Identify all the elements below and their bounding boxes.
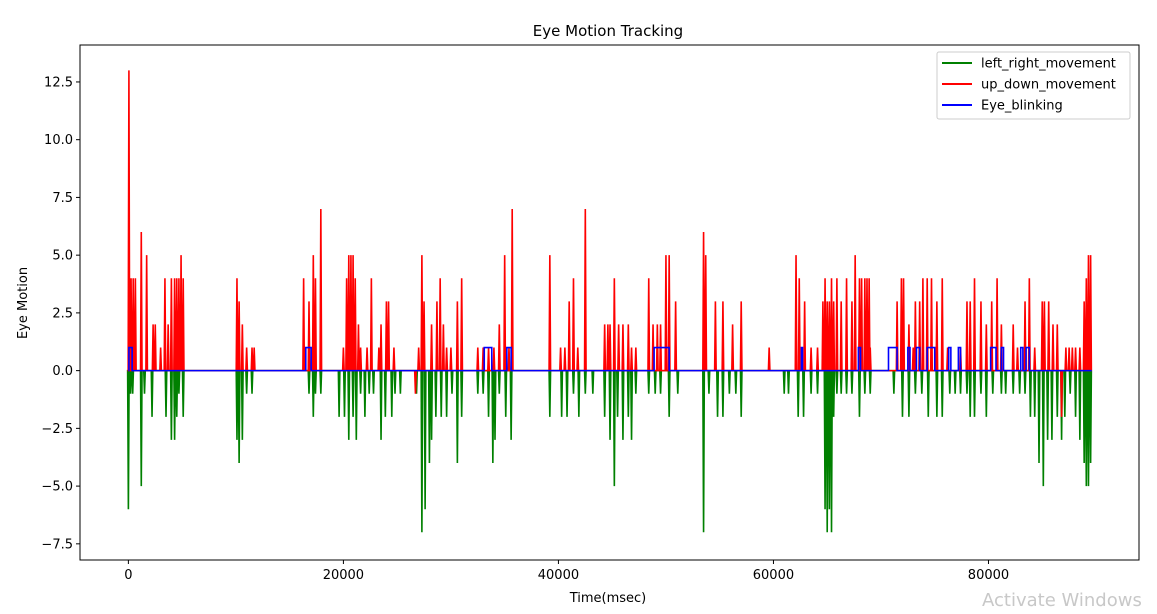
series-line-left-right-movement [126,369,1093,533]
y-tick-label: 2.5 [52,306,73,321]
legend-label: Eye_blinking [981,99,1063,114]
y-tick-label: 12.5 [44,75,73,90]
series-line-Eye-blinking [128,346,1092,372]
legend-label: left_right_movement [981,57,1116,72]
x-tick-label: 40000 [538,568,579,583]
x-tick-label: 80000 [968,568,1009,583]
y-tick-label: −7.5 [41,537,73,552]
series-layer [126,70,1093,533]
series-line-up-down-movement [127,70,1093,417]
y-tick-label: −5.0 [41,480,73,495]
y-tick-label: −2.5 [41,422,73,437]
y-axis-ticks: −7.5 −5.0 −2.5 0.0 2.5 5.0 7.5 10.0 12.5 [41,75,80,552]
x-tick-label: 20000 [323,568,364,583]
legend: left_right_movement up_down_movement Eye_b… [936,51,1131,120]
chart-title: Eye Motion Tracking [533,22,683,40]
y-tick-label: 7.5 [52,191,73,206]
y-axis-label: Eye Motion [16,267,31,339]
y-tick-label: 10.0 [44,133,73,148]
x-tick-label: 60000 [753,568,794,583]
x-axis-label: Time(msec) [569,591,647,606]
plot-frame [79,44,1140,561]
activate-windows-watermark: Activate Windows [982,590,1142,611]
y-tick-label: 5.0 [52,249,73,264]
legend-label: up_down_movement [981,78,1116,93]
x-axis-ticks: 0 20000 40000 60000 80000 [124,560,1009,583]
x-tick-label: 0 [124,568,132,583]
legend-box [936,51,1131,120]
y-tick-label: 0.0 [52,364,73,379]
